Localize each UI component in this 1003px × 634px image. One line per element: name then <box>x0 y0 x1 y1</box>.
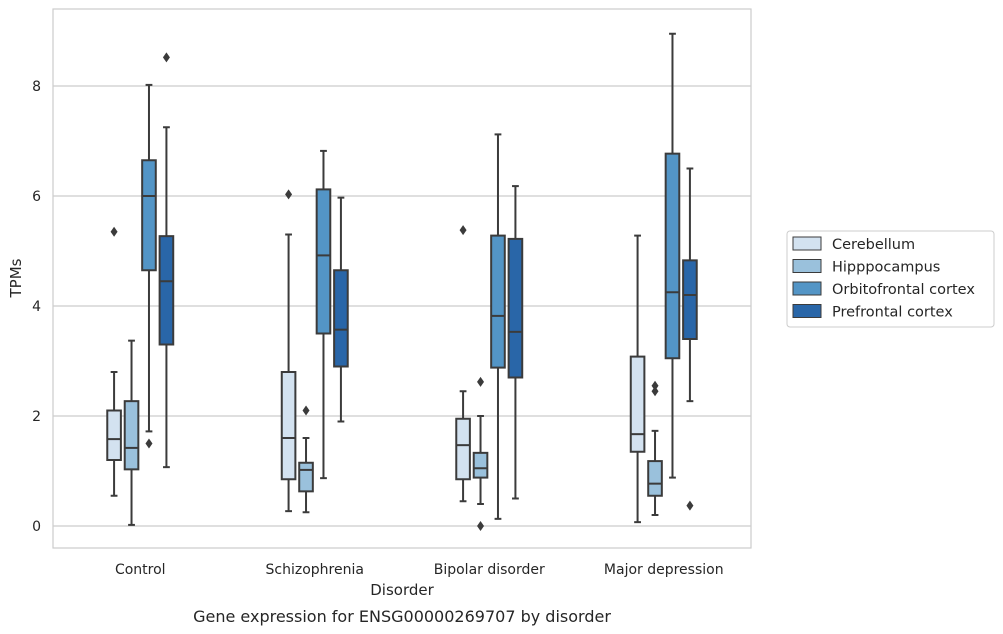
box-body <box>455 417 471 481</box>
box-0-0 <box>106 226 122 497</box>
box-body <box>315 188 332 335</box>
outlier-1 <box>651 380 659 391</box>
outlier-0 <box>302 405 310 416</box>
box-3-2 <box>507 185 524 500</box>
legend-swatch-0 <box>792 236 822 251</box>
box-3-3 <box>682 167 698 511</box>
outlier-0 <box>459 225 467 236</box>
box-2-3 <box>664 32 681 479</box>
outlier-0 <box>145 438 153 449</box>
box-body <box>280 371 297 481</box>
y-axis-title: TPMs <box>7 258 25 298</box>
box-body <box>664 152 681 360</box>
box-3-1 <box>333 196 349 423</box>
boxes-layer <box>106 32 698 531</box>
outlier-0 <box>651 386 659 397</box>
box-1-2 <box>472 376 489 531</box>
box-body <box>298 461 314 493</box>
legend-swatch-1 <box>792 259 822 273</box>
box-body <box>106 409 122 461</box>
box-3-0 <box>158 52 175 469</box>
y-tick-label-4: 8 <box>32 79 41 95</box>
x-tick-label-1: Schizophrenia <box>266 562 364 578</box>
legend-label-1: Hipppocampus <box>832 260 940 276</box>
y-tick-label-3: 6 <box>32 189 41 205</box>
outlier-0 <box>162 52 170 63</box>
legend-label-2: Orbitofrontal cortex <box>832 282 975 298</box>
outlier-0 <box>110 226 118 237</box>
box-body <box>647 460 663 497</box>
box-2-1 <box>315 149 332 480</box>
legend-swatch-3 <box>792 304 822 318</box>
box-body <box>629 355 646 453</box>
outlier-0 <box>285 189 293 200</box>
box-body <box>158 235 175 346</box>
x-tick-label-0: Control <box>115 562 166 578</box>
chart-caption: Gene expression for ENSG00000269707 by d… <box>193 607 611 626</box>
plot-area <box>52 8 752 549</box>
x-tick-label-3: Major depression <box>604 562 724 578</box>
box-body <box>682 259 698 341</box>
box-1-0 <box>123 339 140 526</box>
y-tick-label-0: 0 <box>32 519 41 535</box>
x-axis-title: Disorder <box>370 581 434 599</box>
box-body <box>333 269 349 368</box>
legend-label-0: Cerebellum <box>832 237 915 253</box>
outlier-1 <box>477 521 485 531</box>
box-2-2 <box>490 133 506 520</box>
x-tick-label-2: Bipolar disorder <box>434 562 545 578</box>
box-2-0 <box>141 83 157 449</box>
y-tick-label-2: 4 <box>32 299 41 315</box>
outlier-0 <box>477 376 485 387</box>
legend-frame <box>786 230 995 328</box>
legend-swatch-2 <box>792 281 822 296</box>
box-0-2 <box>455 225 471 503</box>
legend-label-3: Prefrontal cortex <box>832 305 953 321</box>
y-tick-label-1: 2 <box>32 409 41 425</box>
x-tick-labels: Control Schizophrenia Bipolar disorder Majo… <box>115 562 724 578</box>
box-body <box>507 237 524 379</box>
legend: Cerebellum Hipppocampus Orbitofrontal cort… <box>786 230 995 328</box>
box-body <box>123 400 140 471</box>
box-0-1 <box>280 189 297 513</box>
box-0-3 <box>629 234 646 524</box>
box-1-3 <box>647 380 663 516</box>
box-body <box>490 234 506 369</box>
box-body <box>472 451 489 479</box>
box-body <box>141 159 157 272</box>
outlier-0 <box>686 500 694 511</box>
box-1-1 <box>298 405 314 514</box>
y-tick-labels: 0 2 4 6 8 <box>32 79 41 535</box>
